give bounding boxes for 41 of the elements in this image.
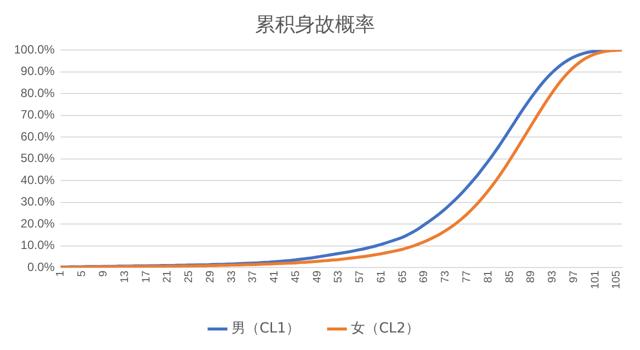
x-tick-label: 65: [396, 270, 409, 283]
x-tick-label: 17: [140, 270, 152, 283]
y-tick-label: 20.0%: [20, 216, 56, 230]
y-tick-label: 60.0%: [20, 129, 56, 144]
x-tick-label: 89: [525, 270, 538, 283]
x-tick-label: 45: [290, 270, 302, 283]
y-tick-label: 80.0%: [20, 86, 56, 100]
x-tick-label: 73: [440, 270, 452, 283]
y-tick-label: 50.0%: [20, 151, 56, 166]
x-tick-label: 97: [568, 270, 580, 283]
x-tick-label: 29: [204, 270, 216, 283]
y-tick-label: 0.0%: [27, 260, 56, 274]
y-tick-label: 100.0%: [14, 42, 56, 56]
x-tick-label: 93: [546, 270, 559, 283]
x-tick-label: 41: [268, 270, 281, 283]
x-tick-label: 53: [332, 270, 345, 283]
x-tick-label: 1: [54, 270, 67, 277]
x-tick-label: 105: [610, 270, 623, 290]
x-tick-label: 21: [162, 270, 174, 283]
chart-title: 累积身故概率: [255, 12, 375, 36]
x-tick-label: 9: [97, 270, 110, 277]
x-tick-label: 57: [354, 270, 366, 283]
x-tick-label: 33: [226, 270, 238, 283]
y-tick-label: 30.0%: [20, 194, 56, 209]
x-tick-label: 49: [311, 270, 324, 283]
x-tick-label: 69: [418, 270, 430, 283]
x-tick-label: 61: [375, 270, 388, 283]
x-tick-label: 85: [504, 270, 516, 283]
x-tick-label: 37: [247, 270, 260, 283]
x-tick-label: 13: [118, 270, 131, 283]
y-tick-label: 90.0%: [20, 64, 56, 78]
x-tick-label: 81: [482, 270, 494, 283]
x-tick-label: 25: [183, 270, 196, 283]
legend-label: 男（CL1）: [232, 320, 300, 337]
legend-label: 女（CL2）: [351, 320, 420, 337]
x-tick-label: 77: [461, 270, 474, 283]
x-tick-label: 5: [76, 270, 88, 277]
y-tick-label: 70.0%: [20, 108, 56, 122]
x-tick-label: 101: [589, 270, 602, 290]
y-tick-label: 10.0%: [20, 238, 56, 252]
y-tick-label: 40.0%: [20, 172, 56, 187]
